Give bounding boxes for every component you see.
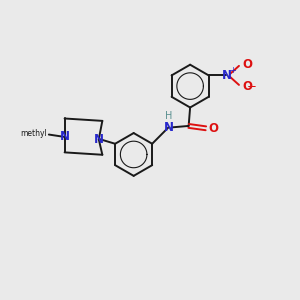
Text: O: O [242,58,252,71]
Text: −: − [247,80,257,93]
Text: N: N [164,121,173,134]
Text: N: N [222,69,232,82]
Text: H: H [165,111,173,121]
Text: +: + [229,65,236,74]
Text: N: N [60,130,70,143]
Text: N: N [94,133,104,146]
Text: methyl: methyl [20,130,47,139]
Text: O: O [209,122,219,135]
Text: O: O [242,80,252,93]
